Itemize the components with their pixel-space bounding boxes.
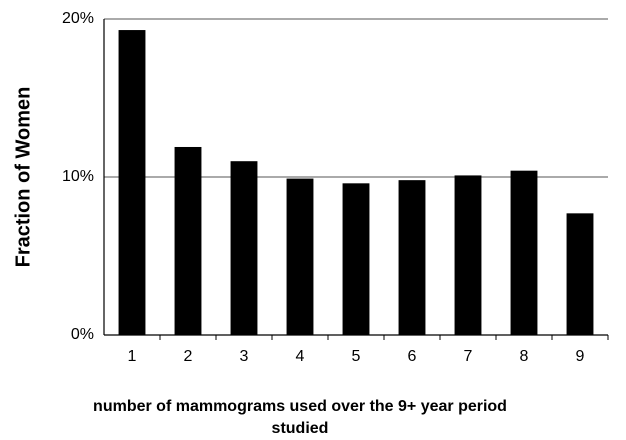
x-tick-label: 2 [184, 348, 193, 365]
y-axis-label: Fraction of Women [12, 87, 34, 268]
y-tick-label: 10% [62, 168, 94, 185]
x-tick-label: 8 [520, 348, 529, 365]
bar [286, 178, 314, 335]
bar [454, 175, 482, 335]
x-tick-label: 5 [352, 348, 361, 365]
bar [566, 213, 594, 335]
bar [342, 183, 370, 335]
x-tick-label: 6 [408, 348, 417, 365]
bar [510, 170, 538, 335]
bar [230, 161, 258, 335]
x-tick-label: 3 [240, 348, 249, 365]
x-axis-label: number of mammograms used over the 9+ ye… [93, 398, 507, 437]
x-tick-label: 4 [296, 348, 305, 365]
x-tick-label: 7 [464, 348, 473, 365]
bar [398, 180, 426, 335]
bar [118, 30, 146, 336]
x-tick-label: 1 [128, 348, 137, 365]
bar [174, 146, 202, 335]
x-tick-label: 9 [576, 348, 585, 365]
y-tick-label: 20% [62, 10, 94, 27]
y-tick-label: 0% [71, 326, 94, 343]
